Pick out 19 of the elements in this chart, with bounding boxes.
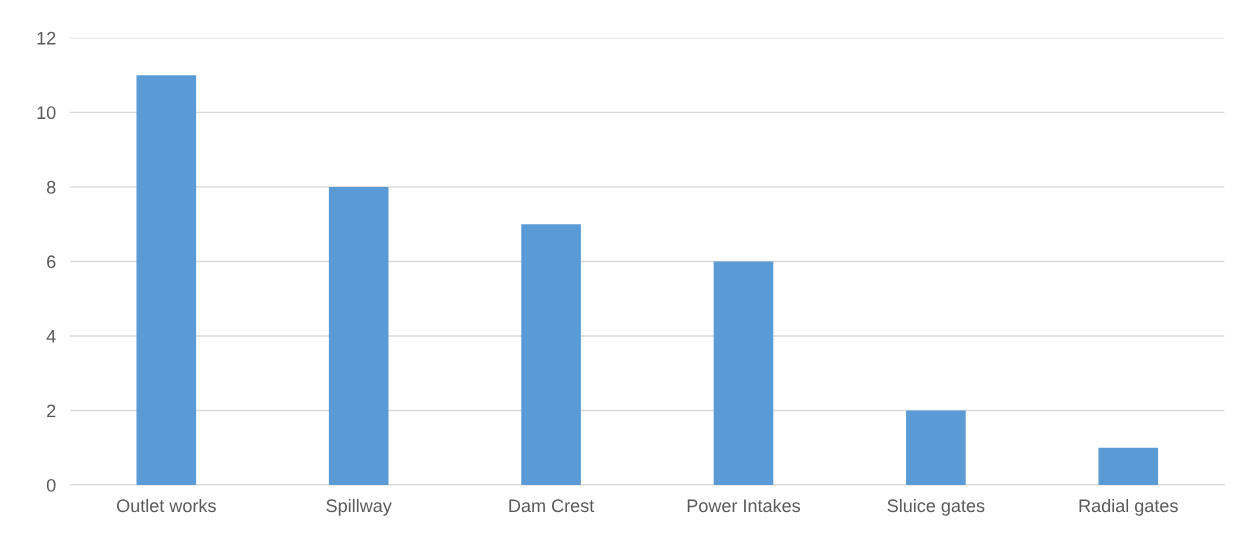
- bar: [521, 224, 581, 486]
- x-tick-label: Spillway: [326, 498, 392, 516]
- bar: [906, 410, 966, 486]
- y-tick-label: 10: [37, 106, 56, 120]
- x-tick-label: Sluice gates: [887, 498, 985, 516]
- y-tick-label: 12: [37, 31, 56, 45]
- bar: [1098, 447, 1159, 486]
- bar: [328, 186, 389, 486]
- x-tick-label: Dam Crest: [509, 499, 595, 513]
- x-tick-label: Power Intakes: [687, 498, 801, 513]
- x-tick-label: Radial gates: [1079, 498, 1178, 516]
- y-tick-label: 6: [47, 255, 56, 269]
- x-tick-label: Outlet works: [117, 498, 216, 513]
- y-tick-label: 2: [47, 404, 56, 418]
- bar: [713, 261, 774, 486]
- y-tick-label: 0: [46, 478, 56, 492]
- y-tick-label: 8: [46, 180, 56, 194]
- y-tick-label: 4: [46, 330, 56, 343]
- bar: [136, 75, 197, 486]
